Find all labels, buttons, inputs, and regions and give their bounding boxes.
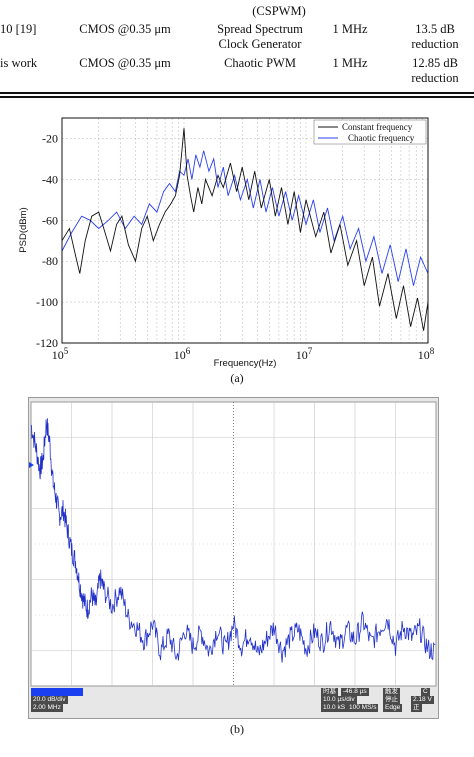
y-tick-label: -20: [42, 131, 58, 145]
x-tick-label: 107: [296, 346, 313, 362]
scope-trigger-label: 触发: [383, 688, 400, 696]
scope-memory-depth: 10.0 kS: [321, 704, 348, 712]
scope-trigger-slope: 正: [411, 704, 422, 712]
table-row-1-technology: CMOS @0.35 μm: [79, 22, 171, 36]
channel-indicator-bar: [31, 688, 83, 696]
spectrum-trace-line: [30, 418, 436, 663]
psd-chart-svg: -20 -40 -60 -80 -100 -120 105 106 107 108 PSD(dB…: [18, 117, 435, 369]
scope-run-state: 停止: [383, 696, 400, 704]
table-row-2-result-line1: 12.85 dB: [412, 56, 458, 70]
y-tick-label: -80: [42, 254, 58, 268]
scope-status-frequency: 2.00 MHz: [31, 704, 63, 712]
figure-b-caption: (b): [230, 722, 244, 736]
series-line-constant-frequency: [61, 128, 429, 331]
spectrum-analyzer-screenshot: 20.0 dB/div 2.00 MHz 时基 -46.8 µs 触发 C 10…: [28, 397, 439, 719]
scope-timebase-label: 时基: [321, 688, 338, 696]
table-row-1-ref: 10 [19]: [0, 22, 37, 36]
scope-timebase-div: 10.0 µs/div: [321, 696, 357, 704]
channel-level-marker-icon: [29, 462, 34, 468]
x-tick-label: 106: [174, 346, 191, 362]
y-tick-label: -120: [36, 336, 58, 350]
table-row-1-result-line2: reduction: [411, 37, 459, 51]
table-bottom-rule-double: [0, 96, 474, 98]
series-line-chaotic-frequency: [61, 150, 429, 286]
psd-chart-x-ticks: 105 106 107 108: [52, 346, 435, 362]
table-row-1-frequency: 1 MHz: [332, 22, 368, 36]
table-row-2-technology: CMOS @0.35 μm: [79, 56, 171, 70]
figure-a-caption: (a): [230, 371, 244, 385]
psd-chart: -20 -40 -60 -80 -100 -120 105 106 107 108 PSD(dB…: [0, 108, 474, 393]
table-row-1-result-line1: 13.5 dB: [415, 22, 455, 36]
psd-chart-legend: Constant frequency Chaotic frequency: [313, 119, 427, 145]
x-tick-label: 108: [418, 346, 435, 362]
scope-sample-rate: 100 MS/s: [347, 704, 379, 712]
spectrum-trace-svg: [29, 401, 437, 696]
x-tick-label: 105: [52, 346, 69, 362]
table-header-method-fragment: (CSPWM): [252, 4, 306, 18]
table-row-1-method-line1: Spread Spectrum: [217, 22, 303, 36]
comparison-table-fragment: (CSPWM) 10 [19] CMOS @0.35 μm Spread Spe…: [0, 0, 474, 100]
psd-chart-series: [61, 128, 429, 331]
legend-label-chaotic: Chaotic frequency: [348, 133, 415, 143]
y-tick-label: -40: [42, 172, 58, 186]
x-axis-label: Frequency(Hz): [214, 358, 277, 369]
psd-chart-frame: [61, 117, 429, 344]
y-tick-label: -100: [36, 295, 58, 309]
legend-box: [313, 119, 427, 145]
scope-trigger-level: 2.18 V: [411, 696, 434, 704]
table-row-2-ref: is work: [0, 56, 38, 70]
table-bottom-rule: [0, 92, 474, 94]
table-row-1-method-line2: Clock Generator: [218, 37, 302, 51]
scope-channel-indicator: C: [421, 688, 430, 696]
table-row-2-frequency: 1 MHz: [332, 56, 368, 70]
y-axis-label: PSD(dBm): [18, 207, 29, 252]
legend-label-constant: Constant frequency: [342, 122, 413, 132]
y-tick-label: -60: [42, 213, 58, 227]
scope-status-scale: 20.0 dB/div: [31, 696, 68, 704]
psd-chart-grid: [61, 118, 428, 344]
table-row-2-result-line2: reduction: [411, 71, 459, 85]
scope-timebase-value: -46.8 µs: [341, 688, 369, 696]
table-row-2-method-line1: Chaotic PWM: [224, 56, 296, 70]
scope-grid: [30, 401, 437, 687]
scope-trigger-type: Edge: [383, 704, 403, 712]
psd-chart-y-ticks: -20 -40 -60 -80 -100 -120: [36, 131, 58, 350]
scope-trace: [29, 418, 436, 663]
